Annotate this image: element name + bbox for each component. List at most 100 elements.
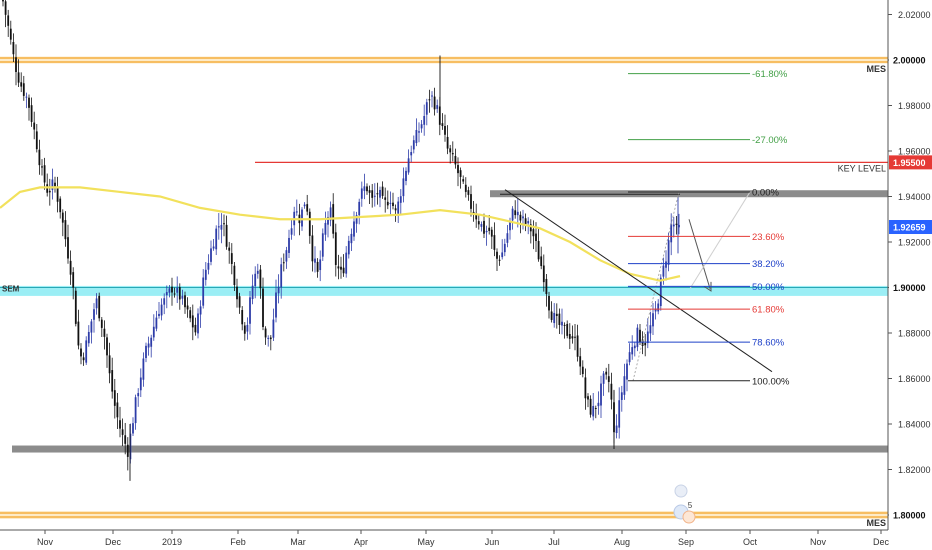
candle-body — [649, 325, 652, 334]
candle-body — [493, 235, 496, 250]
price-axis-label: 1.94000 — [898, 192, 931, 202]
price-axis-label: 1.98000 — [898, 101, 931, 111]
candle-body — [589, 398, 592, 415]
fib-level-label: 38.20% — [752, 259, 785, 270]
candle-body — [345, 252, 348, 274]
candle-body — [399, 196, 402, 203]
candle-body — [277, 286, 280, 294]
candle-body — [540, 256, 543, 267]
candle-body — [457, 165, 459, 174]
candle-body — [236, 286, 238, 300]
resistance-band — [490, 190, 888, 198]
candle-body — [459, 170, 462, 177]
fib-level-label: 23.60% — [752, 232, 785, 243]
candle-body — [160, 304, 163, 316]
candle-body — [615, 425, 618, 434]
candle-body — [340, 266, 342, 270]
fib-level-label: -27.00% — [752, 135, 788, 146]
candle-body — [665, 261, 667, 268]
time-axis-label: Mar — [290, 537, 306, 547]
candle-body — [449, 148, 452, 153]
candle-body — [558, 313, 561, 325]
candle-body — [342, 267, 345, 274]
candle-body — [100, 319, 103, 328]
candle-body — [407, 158, 410, 173]
key-level-price-label-box — [889, 155, 932, 170]
projection-arrow — [688, 219, 711, 289]
candle-body — [519, 214, 522, 221]
candle-body — [441, 123, 444, 127]
candle-body — [74, 290, 77, 324]
candle-body — [308, 211, 311, 236]
candle-body — [646, 331, 649, 344]
key-level-tag: KEY LEVEL — [838, 163, 886, 173]
candle-body — [620, 392, 623, 400]
candle-body — [46, 184, 49, 193]
candle-body — [168, 288, 171, 293]
candle-body — [25, 96, 28, 98]
candle-body — [366, 186, 368, 192]
sem-price-label-box — [889, 280, 932, 295]
candle-body — [584, 377, 587, 399]
candle-body — [628, 352, 631, 363]
candle-body — [189, 310, 192, 319]
candle-body — [69, 260, 72, 275]
candle-body — [223, 223, 225, 225]
candle-body — [215, 228, 218, 250]
candle-body — [259, 269, 262, 289]
candle-body — [667, 240, 670, 265]
candle-body — [137, 393, 140, 397]
candle-body — [532, 229, 535, 237]
price-axis-label: 1.96000 — [898, 147, 931, 157]
candle-body — [158, 313, 160, 317]
candle-body — [22, 83, 25, 96]
mes-top-price-label: 2.00000 — [893, 56, 926, 66]
candle-body — [381, 186, 384, 196]
candle-body — [678, 224, 680, 228]
candle-body — [155, 317, 158, 329]
candle-body — [672, 224, 675, 227]
candle-body — [360, 188, 363, 199]
candle-body — [329, 207, 332, 221]
candle-body — [80, 348, 82, 357]
candle-body — [181, 295, 184, 299]
candle-body — [150, 337, 153, 347]
candle-body — [581, 366, 584, 375]
time-axis-label: Jul — [548, 537, 560, 547]
candle-body — [597, 402, 600, 407]
candle-body — [639, 329, 641, 342]
candle-body — [311, 235, 314, 262]
candle-body — [654, 308, 657, 312]
price-axis-label: 1.92000 — [898, 238, 931, 248]
time-axis-label: Dec — [873, 537, 890, 547]
candle-body — [43, 165, 46, 183]
candle-body — [251, 285, 254, 300]
price-axis-label: 1.82000 — [898, 465, 931, 475]
candle-body — [594, 407, 597, 409]
candle-body — [202, 277, 205, 306]
candle-body — [363, 186, 366, 191]
candle-body — [241, 310, 244, 325]
candle-body — [376, 193, 379, 195]
candle-body — [204, 269, 207, 280]
candle-body — [553, 312, 556, 324]
candle-body — [355, 215, 358, 224]
candle-body — [418, 131, 420, 133]
candle-body — [93, 309, 95, 320]
candle-body — [490, 229, 493, 237]
candle-body — [373, 195, 376, 197]
candle-body — [485, 230, 488, 233]
time-axis-label: Nov — [37, 537, 54, 547]
candle-body — [371, 190, 374, 198]
candle-body — [334, 232, 337, 265]
candle-body — [436, 105, 439, 109]
candle-body — [566, 323, 569, 336]
candle-body — [184, 295, 186, 308]
candle-body — [285, 250, 288, 262]
moving-average-line — [0, 186, 681, 282]
candle-body — [111, 370, 114, 392]
price-axis-label: 1.88000 — [898, 329, 931, 339]
candle-body — [33, 122, 36, 130]
